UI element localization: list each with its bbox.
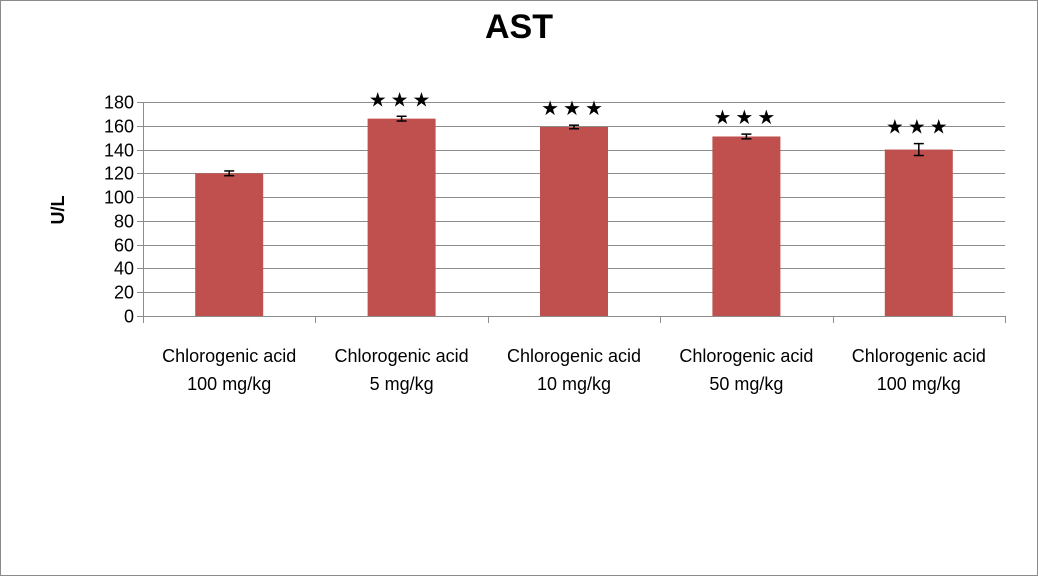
y-tick-label: 180: [104, 93, 134, 113]
x-category-label: Chlorogenic acid: [507, 346, 641, 366]
y-tick-label: 60: [114, 236, 134, 256]
x-category-label: Chlorogenic acid: [852, 346, 986, 366]
y-tick-label: 0: [124, 307, 134, 327]
y-tick-label: 40: [114, 259, 134, 279]
significance-stars: ★★★: [369, 87, 435, 111]
chart-title: AST: [485, 8, 553, 46]
y-tick-label: 80: [114, 212, 134, 232]
bar: [540, 126, 608, 316]
significance-stars: ★★★: [886, 115, 952, 139]
y-tick-label: 100: [104, 188, 134, 208]
bar: [195, 173, 264, 316]
bar: [884, 149, 953, 316]
bar: [712, 136, 781, 316]
bar: [367, 118, 436, 317]
x-category-label: 50 mg/kg: [709, 374, 783, 394]
significance-stars: ★★★: [714, 105, 780, 129]
x-category-label: 100 mg/kg: [187, 374, 271, 394]
x-category-label: 5 mg/kg: [370, 374, 434, 394]
significance-stars: ★★★: [541, 96, 607, 120]
y-tick-label: 20: [114, 283, 134, 303]
y-tick-label: 140: [104, 141, 134, 161]
y-axis-label: U/L: [48, 196, 68, 225]
y-tick-label: 120: [104, 164, 134, 184]
x-category-label: Chlorogenic acid: [162, 346, 296, 366]
bars: [195, 115, 953, 317]
x-category-label: Chlorogenic acid: [679, 346, 813, 366]
x-category-label: 10 mg/kg: [537, 374, 611, 394]
y-tick-label: 160: [104, 117, 134, 137]
labels: 0 20 40 60 80 100 120 140 160 180 Chlorogenic acid…: [104, 87, 986, 394]
x-category-label: 100 mg/kg: [877, 374, 961, 394]
x-category-label: Chlorogenic acid: [335, 346, 469, 366]
axes: [137, 102, 1006, 323]
